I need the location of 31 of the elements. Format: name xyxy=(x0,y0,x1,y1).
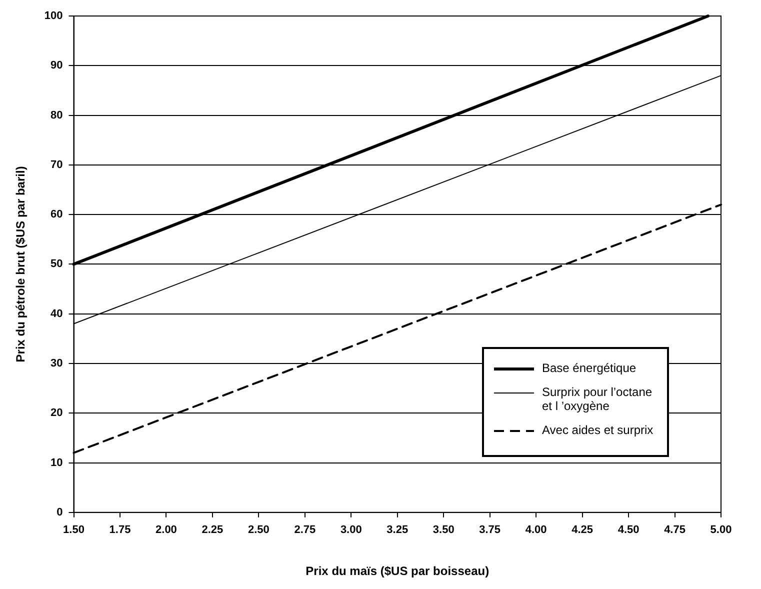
legend-label: Avec aides et surprix xyxy=(542,423,654,438)
y-tick-label: 0 xyxy=(56,506,63,518)
y-tick-label: 30 xyxy=(50,358,63,370)
y-tick-label: 10 xyxy=(50,456,63,469)
x-tick-label: 1.75 xyxy=(109,524,131,536)
x-tick-label: 4.25 xyxy=(572,524,594,536)
y-axis-title: Prix du pétrole brut ($US par baril) xyxy=(14,166,28,362)
x-tick-label: 4.75 xyxy=(664,524,686,536)
y-tick-label: 50 xyxy=(50,258,63,270)
y-tick-label: 100 xyxy=(44,10,63,22)
x-tick-label: 3.00 xyxy=(340,524,362,536)
legend-label: Surprix pour l’octane et l ’oxygène xyxy=(542,385,654,414)
x-tick-label: 3.25 xyxy=(386,524,408,536)
y-tick-label: 90 xyxy=(50,60,63,72)
x-tick-label: 5.00 xyxy=(710,524,732,536)
x-tick-label: 4.00 xyxy=(525,524,547,536)
x-axis-title: Prix du maïs ($US par boisseau) xyxy=(306,564,490,578)
y-tick-label: 40 xyxy=(50,308,63,320)
x-tick-label: 4.50 xyxy=(618,524,640,536)
y-tick-label: 20 xyxy=(50,407,63,420)
x-tick-label: 3.75 xyxy=(479,524,501,536)
y-tick-label: 60 xyxy=(50,208,63,221)
x-tick-label: 2.00 xyxy=(156,524,177,536)
x-tick-label: 1.50 xyxy=(63,524,84,536)
x-tick-label: 2.50 xyxy=(248,524,270,536)
x-tick-label: 3.50 xyxy=(432,524,454,536)
y-tick-label: 80 xyxy=(50,109,63,122)
x-tick-label: 2.75 xyxy=(294,524,316,536)
y-tick-label: 70 xyxy=(50,158,63,171)
legend-label: Base énergétique xyxy=(542,361,636,376)
x-tick-label: 2.25 xyxy=(202,524,224,536)
